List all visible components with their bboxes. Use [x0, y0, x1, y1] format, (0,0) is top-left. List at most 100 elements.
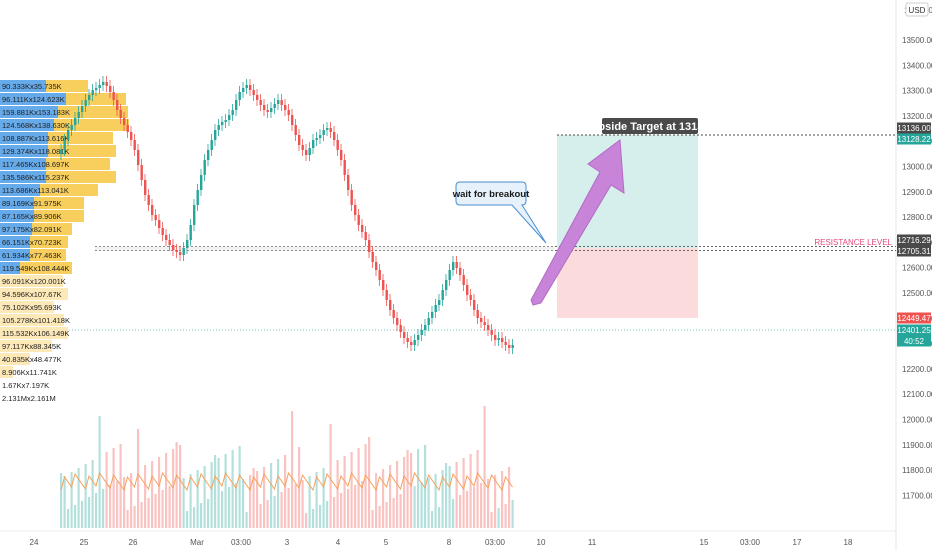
volume-bar [77, 468, 80, 528]
candle [511, 345, 514, 348]
volume-bar [91, 460, 94, 528]
candle [319, 135, 322, 138]
vp-down-bar [40, 184, 98, 196]
vp-down-bar [46, 158, 110, 170]
volume-bar [284, 455, 287, 528]
volume-bar [130, 473, 133, 528]
candle [354, 205, 357, 215]
volume-bar [459, 495, 462, 528]
candle [214, 130, 217, 140]
candle [273, 104, 276, 108]
candle [329, 128, 332, 132]
time-tick: 03:00 [740, 538, 761, 547]
candle [182, 248, 185, 255]
vp-row-label: 96.091Kx120.001K [2, 277, 66, 286]
volume-bar [182, 478, 185, 528]
vp-down-bar [58, 106, 128, 118]
volume-bar [161, 490, 164, 528]
candles[interactable] [60, 76, 514, 354]
vp-up-bar [0, 158, 46, 170]
candle [427, 318, 430, 325]
vp-bar [0, 366, 13, 378]
vp-up-bar [0, 236, 30, 248]
volume-bar [434, 474, 437, 528]
candle [263, 105, 266, 110]
candle [417, 335, 420, 340]
target-label[interactable]: Upside Target at 13136 [590, 118, 710, 134]
price-tick: 12200.00 [902, 365, 932, 374]
vp-row-label: 61.934Kx77.463K [2, 251, 62, 260]
volume-bar [189, 474, 192, 528]
candle [91, 90, 94, 95]
volume-bar [165, 453, 168, 528]
candle [112, 92, 115, 100]
candle [259, 100, 262, 105]
volume-bar [389, 465, 392, 528]
resistance-label: RESISTANCE LEVEL [814, 238, 892, 247]
volume-bar [452, 499, 455, 528]
vp-up-bar [0, 119, 54, 131]
candle [228, 115, 231, 120]
vp-row-label: 159.881Kx153.183K [2, 108, 70, 117]
time-axis[interactable]: 24 25 26 Mar 03:00 3 4 5 8 03:00 10 11 15 03:00 17 18 [30, 538, 853, 547]
volume-bar [490, 512, 493, 528]
candle [392, 310, 395, 318]
volume-bar [501, 471, 504, 528]
candle [175, 250, 178, 252]
candle [105, 82, 108, 86]
volume-bar [112, 448, 115, 528]
volume-bar [354, 485, 357, 528]
price-badge: 12705.31 [897, 245, 931, 257]
currency-badge[interactable]: USD [905, 2, 929, 17]
volume-bar [137, 429, 140, 528]
volume-bar [494, 475, 497, 528]
time-tick: 8 [447, 538, 452, 547]
candle [179, 252, 182, 255]
volume-bar [175, 442, 178, 528]
volume-bar [140, 502, 143, 528]
vp-row-label: 113.686Kx113.041K [2, 186, 69, 195]
time-tick: 26 [129, 538, 138, 547]
volume-bar [98, 416, 101, 528]
candle [84, 100, 87, 106]
price-tick: 13400.00 [902, 61, 932, 70]
vp-row-label: 124.568Kx138.630K [2, 121, 70, 130]
candle [357, 215, 360, 225]
candle [98, 85, 101, 88]
vp-row-label: 66.151Kx70.723K [2, 238, 62, 247]
candle [137, 150, 140, 165]
candle [63, 140, 66, 150]
upside-arrow-icon[interactable] [530, 139, 625, 306]
candle [116, 100, 119, 110]
breakout-callout[interactable]: wait for breakout [452, 181, 547, 244]
price-tick: 12100.00 [902, 390, 932, 399]
volume-bar [214, 455, 217, 528]
candle [340, 150, 343, 160]
candle [322, 130, 325, 135]
volume-bar [392, 498, 395, 528]
volume-bar [158, 457, 161, 528]
candle [431, 312, 434, 318]
time-tick: 03:00 [485, 538, 506, 547]
vp-row-label: 2.131Mx2.161M [2, 394, 56, 403]
volume-bar [242, 479, 245, 528]
vp-row-label: 40.835Kx48.477K [2, 355, 62, 364]
time-tick: 18 [844, 538, 853, 547]
candle [158, 220, 161, 228]
time-tick: 10 [537, 538, 546, 547]
time-tick: 24 [30, 538, 39, 547]
volume-bar [445, 463, 448, 528]
volume-bar [81, 501, 84, 528]
loss-zone[interactable] [557, 248, 698, 318]
volume-bar [263, 467, 266, 528]
candle [326, 128, 329, 130]
vp-row-label: 8.906Kx11.741K [2, 368, 57, 377]
resistance-band[interactable] [95, 246, 896, 251]
candle [186, 240, 189, 248]
volume-bar [238, 446, 241, 528]
candle [284, 105, 287, 110]
volume-bar [315, 472, 318, 528]
volume-bar [151, 461, 154, 528]
volume-bar [270, 463, 273, 528]
